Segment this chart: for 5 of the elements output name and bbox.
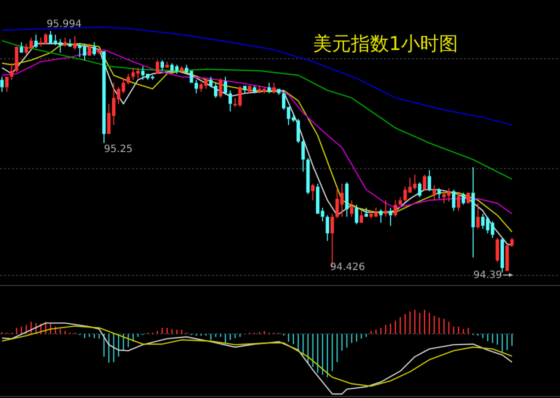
annotation: 95.994 — [46, 19, 82, 30]
annotation: 94.426 — [330, 262, 365, 273]
annotation: 94.39 — [473, 270, 502, 281]
chart-title: 美元指数1小时图 — [313, 33, 458, 55]
annotation: 95.25 — [104, 144, 133, 155]
